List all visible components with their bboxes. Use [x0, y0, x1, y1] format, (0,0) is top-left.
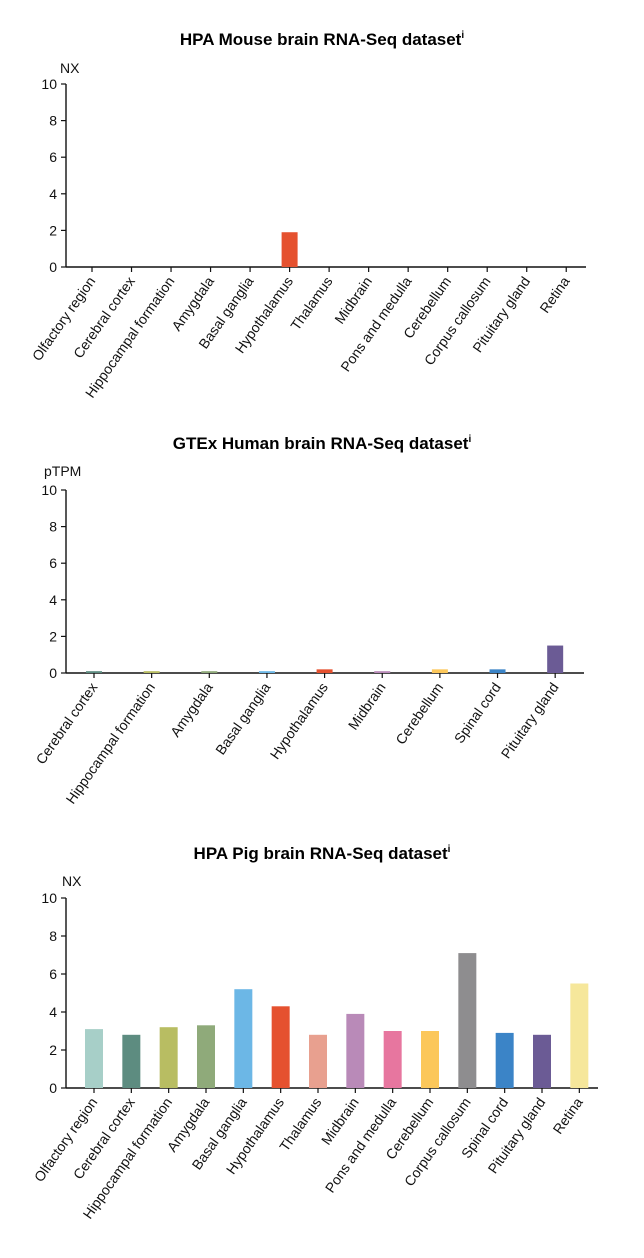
pig-brain-chart: HPA Pig brain RNA-Seq dataseti NX 0 2 4 6 8 10… [0, 820, 644, 1258]
y-tick-label: 10 [41, 482, 57, 498]
y-tick-label: 0 [49, 259, 57, 275]
y-tick-label: 8 [49, 928, 57, 944]
x-tick-label: Hypothalamus [267, 680, 331, 762]
bar[interactable] [421, 1031, 439, 1088]
bar[interactable] [489, 669, 506, 673]
bar[interactable] [86, 671, 102, 673]
y-tick-label: 0 [49, 1080, 57, 1096]
y-tick-label: 8 [49, 519, 57, 535]
x-tick-label: Spinal cord [451, 680, 504, 747]
x-tick-label: Basal ganglia [212, 679, 273, 757]
y-axis-unit-label: pTPM [44, 463, 81, 479]
bar[interactable] [159, 1027, 178, 1088]
x-tick-label: Corpus callosum [401, 1095, 474, 1190]
y-tick-label: 6 [49, 966, 57, 982]
bar[interactable] [197, 1025, 215, 1088]
bar[interactable] [374, 671, 391, 673]
bar[interactable] [570, 983, 589, 1089]
y-tick-label: 10 [41, 76, 57, 92]
bar[interactable] [281, 232, 298, 267]
mouse-brain-chart: HPA Mouse brain RNA-Seq dataseti NX 0 2 4 6 8… [0, 0, 644, 420]
y-tick-label: 4 [49, 1004, 57, 1020]
x-tick-label: Amygdala [167, 679, 216, 739]
mouse-chart-title-text: HPA Mouse brain RNA-Seq dataset [179, 30, 462, 49]
y-tick-label: 4 [49, 186, 57, 202]
bar[interactable] [346, 1013, 365, 1088]
x-tick-label: Cerebellum [392, 680, 446, 748]
y-tick-label: 8 [49, 113, 57, 129]
x-tick-label: Pituitary gland [498, 680, 562, 762]
mouse-info-marker[interactable]: i [461, 30, 465, 41]
human-brain-chart: GTEx Human brain RNA-Seq dataseti pTPM 0 2… [0, 420, 644, 820]
pig-chart-title: HPA Pig brain RNA-Seq dataseti [0, 844, 644, 864]
bar[interactable] [431, 669, 448, 673]
y-axis-unit-label: NX [62, 873, 82, 889]
y-tick-label: 2 [49, 1042, 57, 1058]
y-tick-label: 2 [49, 628, 57, 644]
bar[interactable] [201, 671, 218, 673]
x-tick-label: Midbrain [331, 274, 375, 327]
pig-chart-title-text: HPA Pig brain RNA-Seq dataset [193, 844, 448, 863]
bar[interactable] [316, 669, 333, 673]
bar[interactable] [533, 1034, 551, 1088]
y-tick-label: 4 [49, 592, 57, 608]
human-chart-title-text: GTEx Human brain RNA-Seq dataset [172, 434, 469, 453]
bar[interactable] [271, 1006, 290, 1088]
y-tick-label: 6 [49, 149, 57, 165]
x-tick-label: Cerebral cortex [32, 680, 100, 768]
y-tick-label: 6 [49, 555, 57, 571]
bar[interactable] [383, 1031, 402, 1088]
bar[interactable] [458, 953, 477, 1088]
human-chart-title: GTEx Human brain RNA-Seq dataseti [0, 434, 644, 454]
x-tick-label: Pons and medulla [337, 273, 415, 374]
x-tick-label: Retina [536, 273, 572, 316]
bar[interactable] [495, 1032, 514, 1088]
bar[interactable] [234, 989, 253, 1088]
bar[interactable] [547, 645, 564, 673]
bar[interactable] [143, 671, 160, 673]
y-axis-unit-label: NX [60, 60, 80, 76]
y-tick-label: 0 [49, 665, 57, 681]
human-info-marker[interactable]: i [468, 434, 472, 445]
pig-info-marker[interactable]: i [447, 844, 451, 855]
x-tick-label: Midbrain [345, 680, 389, 733]
y-tick-label: 2 [49, 222, 57, 238]
y-tick-label: 10 [41, 890, 57, 906]
bar[interactable] [309, 1034, 327, 1088]
bar[interactable] [122, 1034, 141, 1088]
x-tick-label: Retina [549, 1094, 585, 1137]
bar[interactable] [85, 1029, 103, 1088]
bar[interactable] [258, 671, 275, 673]
mouse-chart-title: HPA Mouse brain RNA-Seq dataseti [0, 30, 644, 50]
